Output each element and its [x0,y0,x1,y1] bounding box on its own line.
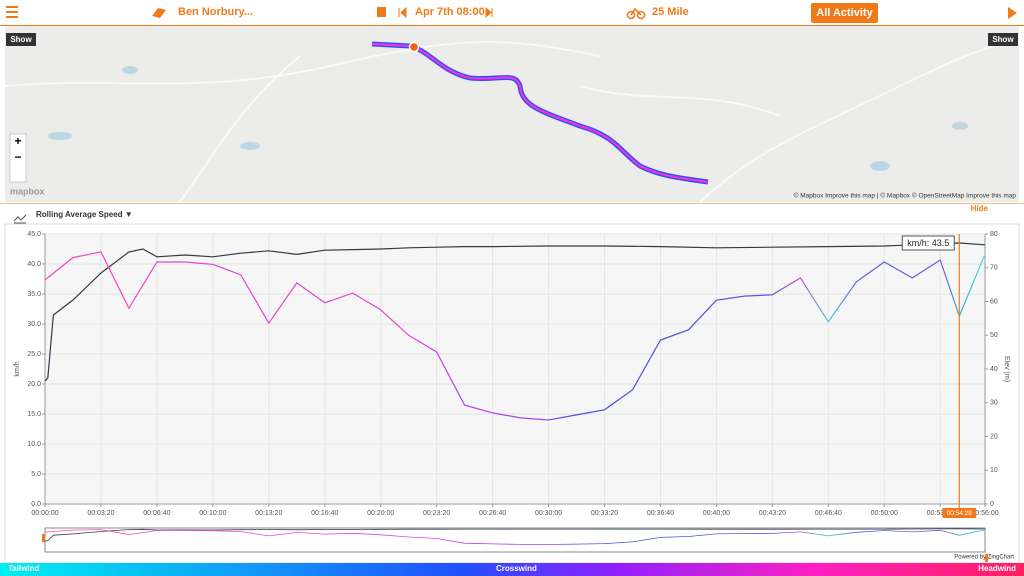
preview-handle-left[interactable] [42,534,45,542]
calendar-icon[interactable] [377,7,386,17]
wind-left: Tailwind [8,564,40,573]
show-left-label[interactable]: Show [10,35,32,44]
next-icon[interactable] [485,6,493,19]
top-bar: Ben Norbury... Apr 7th 08:00 25 Mile All… [0,0,1024,39]
mapbox-logo[interactable]: mapbox [10,186,45,196]
x-tick-label: 00:26:40 [479,510,506,517]
bike-icon [626,7,646,20]
cursor-label-box [942,508,977,518]
preview-line [44,528,986,542]
y2-tick-label: 70 [990,265,998,272]
x-tick-label: 00:00:00 [31,510,58,517]
wind-legend: Tailwind Crosswind Headwind [0,563,1024,576]
x-tick-label: 00:13:20 [255,510,282,517]
menu-icon[interactable] [6,6,18,18]
x-tick-label: 00:36:40 [647,510,674,517]
x-tick-label: 00:53:20 [927,510,954,517]
preview-line [44,529,986,545]
y-tick-label: 40.0 [27,261,41,268]
y2-axis-label: Elev (m) [1003,356,1010,382]
top-icons [6,6,1017,20]
distance: 25 Mile [652,6,689,18]
route [371,43,709,183]
cursor-label: 00:54:28 [947,510,973,517]
x-tick-label: 00:23:20 [423,510,450,517]
x-tick-label: 00:40:00 [703,510,730,517]
preview [44,528,986,545]
tooltip-box [901,235,955,251]
x-tick-label: 00:16:40 [311,510,338,517]
x-tick-label: 00:06:40 [143,510,170,517]
metric-selector[interactable]: Rolling Average Speed ▼ [36,210,133,219]
x-tick-label: 00:10:00 [199,510,226,517]
chart-icon [13,214,27,224]
y-tick-label: 30.0 [27,321,41,328]
series-line [44,242,986,382]
x-tick-label: 00:20:00 [367,510,394,517]
hide-button[interactable]: Hide [971,204,989,213]
x-tick-label: 00:43:20 [759,510,786,517]
show-left-button[interactable] [6,33,36,46]
series-line [44,251,986,421]
x-tick-label: 00:56:00 [971,510,998,517]
x-tick-label: 00:03:20 [87,510,114,517]
y-tick-label: 35.0 [27,291,41,298]
water [48,66,968,171]
date[interactable]: Apr 7th 08:00 [415,6,485,18]
map[interactable]: Show Show + − mapbox © Mapbox Improve th… [0,26,1024,203]
y2-tick-label: 30 [990,400,998,407]
y2-tick-label: 50 [990,332,998,339]
y-tick-label: 20.0 [27,381,41,388]
y-tick-label: 25.0 [27,351,41,358]
chart-panel: Rolling Average Speed ▼ Hide Powered by … [0,203,1024,563]
prev-icon[interactable] [398,6,407,19]
map-attribution[interactable]: © Mapbox Improve this map | © Mapbox © O… [794,192,1017,200]
tooltip: km/h: 43.5 [907,238,949,248]
y-tick-label: 5.0 [31,471,41,478]
position-marker [408,41,420,53]
play-icon[interactable] [1008,7,1017,19]
y2-tick-label: 80 [990,231,998,238]
x-tick-label: 00:46:40 [815,510,842,517]
preview-frame [44,527,986,553]
x-tick-label: 00:33:20 [591,510,618,517]
y-axis-label: km/h [14,361,21,376]
y2-tick-label: 0 [990,501,994,508]
zoom-control [9,133,27,183]
plot-area [45,234,985,504]
x-tick-label: 00:50:00 [871,510,898,517]
preview-handle-right[interactable] [985,554,988,562]
activity-button[interactable]: All Activity ▼ [811,3,878,39]
x-tick-label: 00:30:00 [535,510,562,517]
y-tick-label: 10.0 [27,441,41,448]
rider-name[interactable]: Ben Norbury... [178,6,253,18]
y2-tick-label: 20 [990,433,998,440]
y-tick-label: 45.0 [27,231,41,238]
zoom-out[interactable]: − [14,150,21,164]
zoom-in[interactable]: + [14,134,21,148]
y2-tick-label: 40 [990,366,998,373]
map-background [5,26,1019,202]
wind-middle: Crosswind [496,564,537,573]
y2-tick-label: 10 [990,467,998,474]
rider-icon [152,8,166,18]
show-right-button[interactable] [988,33,1018,46]
y-tick-label: 15.0 [27,411,41,418]
powered-by[interactable]: Powered by ZingChart [954,555,1014,561]
wind-right: Headwind [978,564,1016,573]
show-right-label[interactable]: Show [992,35,1014,44]
y-tick-label: 0.0 [31,501,41,508]
y2-tick-label: 60 [990,298,998,305]
